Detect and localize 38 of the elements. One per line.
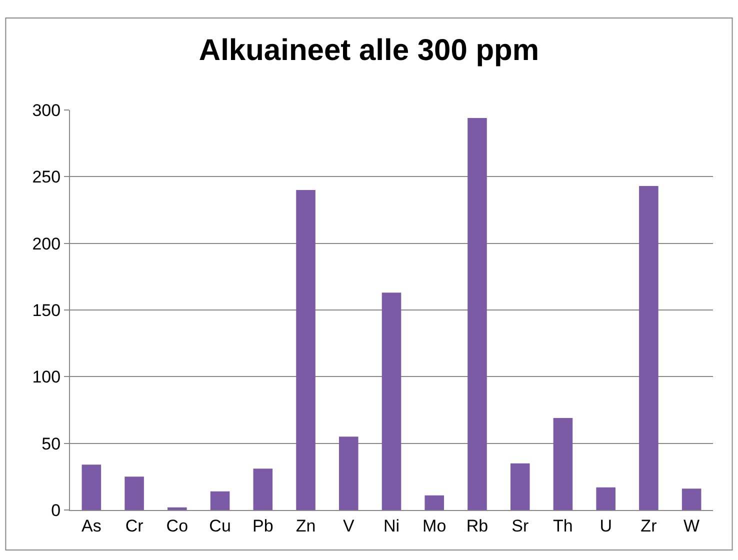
y-tick-label: 0 — [51, 500, 61, 520]
bar — [253, 468, 273, 510]
y-tick-label: 100 — [32, 368, 61, 387]
y-tick-label: 250 — [32, 168, 61, 187]
y-tick-label: 150 — [32, 300, 61, 320]
x-tick-label: Pb — [252, 516, 274, 536]
x-tick-label: Zn — [296, 516, 316, 536]
x-tick-label: Rb — [466, 516, 488, 536]
bar — [382, 292, 402, 510]
x-tick-label: Cr — [125, 516, 144, 536]
x-tick-label: Mo — [422, 516, 446, 536]
x-tick-label: Zr — [640, 516, 658, 536]
chart-title: Alkuaineet alle 300 ppm — [198, 34, 540, 68]
bar — [82, 464, 102, 510]
bar — [210, 491, 230, 510]
x-tick-label: Cu — [209, 516, 231, 536]
bar — [424, 495, 444, 510]
bar — [296, 190, 316, 510]
x-tick-label: Ni — [383, 516, 400, 536]
bar — [682, 488, 702, 510]
bar — [510, 463, 530, 510]
x-tick-label: Co — [166, 516, 188, 536]
bar — [468, 118, 487, 510]
x-tick-label: W — [684, 516, 700, 536]
bar — [553, 418, 573, 510]
x-tick-label: Th — [553, 516, 573, 536]
y-tick-label: 50 — [42, 434, 61, 454]
x-tick-label: U — [600, 516, 612, 536]
x-tick-label: V — [342, 516, 355, 536]
y-tick-label: 300 — [32, 100, 61, 120]
x-tick-label: Sr — [512, 516, 529, 536]
bar — [124, 476, 144, 510]
bar — [168, 507, 187, 510]
y-tick-label: 200 — [32, 234, 61, 254]
bar — [639, 186, 658, 510]
bar — [338, 436, 358, 510]
bar — [596, 487, 616, 510]
x-tick-label: As — [82, 516, 102, 536]
